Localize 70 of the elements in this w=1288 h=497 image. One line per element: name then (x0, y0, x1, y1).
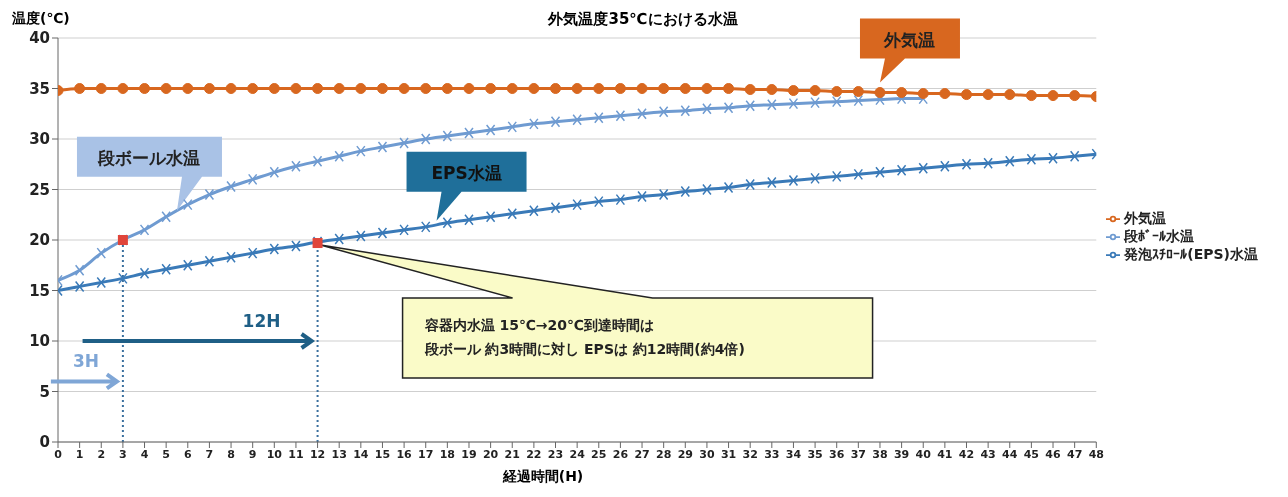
x-tick-label: 12 (309, 447, 326, 461)
x-tick-label: 1 (75, 447, 84, 461)
x-tick-label: 28 (656, 447, 672, 461)
y-tick-label: 15 (29, 281, 50, 300)
x-tick-label: 48 (1088, 447, 1104, 461)
x-tick-label: 44 (1002, 447, 1018, 461)
x-tick-label: 31 (720, 447, 737, 461)
x-tick-label: 33 (764, 447, 780, 461)
x-tick-label: 20 (482, 447, 499, 461)
y-axis-title: 温度(℃) (12, 10, 70, 28)
x-tick-label: 22 (526, 447, 542, 461)
x-tick-label: 43 (980, 447, 996, 461)
x-tick-label: 21 (504, 447, 520, 461)
x-tick-label: 40 (915, 447, 932, 461)
y-tick-label: 35 (29, 79, 50, 98)
x-tick-label: 32 (742, 447, 758, 461)
x-tick-label: 36 (829, 447, 845, 461)
annotation: 段ボール水温 (97, 147, 201, 168)
x-tick-label: 10 (266, 447, 283, 461)
x-tick-label: 41 (937, 447, 953, 461)
x-tick-label: 6 (183, 447, 192, 461)
x-tick-label: 14 (353, 447, 369, 461)
y-tick-label: 25 (29, 180, 50, 199)
x-tick-label: 25 (591, 447, 607, 461)
annotation: 容器内水温 15℃→20℃到達時間は (423, 317, 655, 334)
annotation: 外気温 (883, 29, 936, 50)
x-tick-label: 23 (547, 447, 564, 461)
x-tick-label: 30 (699, 447, 715, 461)
y-tick-label: 10 (29, 332, 50, 351)
x-tick-label: 35 (807, 447, 823, 461)
x-tick-label: 2 (97, 447, 106, 461)
annotation: EPS水温 (431, 162, 502, 183)
x-tick-label: 37 (850, 447, 866, 461)
x-tick-label: 5 (162, 447, 170, 461)
x-axis-title: 経過時間(H) (501, 468, 585, 486)
x-tick-label: 17 (418, 447, 434, 461)
annotation: 段ボール 約3時間に対し EPSは 約12時間(約4倍) (423, 341, 745, 358)
y-tick-label: 40 (29, 29, 50, 48)
x-tick-label: 7 (205, 447, 214, 461)
x-tick-label: 47 (1066, 447, 1083, 461)
x-tick-label: 0 (54, 447, 63, 461)
x-tick-label: 39 (893, 447, 910, 461)
x-tick-label: 18 (439, 447, 456, 461)
x-tick-label: 38 (872, 447, 888, 461)
x-tick-label: 13 (331, 447, 347, 461)
x-tick-label: 3 (119, 447, 127, 461)
x-tick-label: 4 (140, 447, 149, 461)
x-tick-label: 27 (634, 447, 650, 461)
legend-label: 段ﾎﾞｰﾙ水温 (1124, 228, 1195, 244)
x-tick-label: 16 (396, 447, 413, 461)
x-tick-label: 9 (248, 447, 257, 461)
y-tick-label: 5 (39, 382, 50, 401)
legend-label: 発泡ｽﾁﾛｰﾙ(EPS)水温 (1124, 246, 1258, 262)
chart-title: 外気温度35℃における水温 (548, 10, 738, 28)
x-tick-label: 46 (1045, 447, 1062, 461)
x-tick-label: 24 (569, 447, 586, 461)
annotation: 12H (242, 311, 281, 331)
x-tick-label: 15 (374, 447, 391, 461)
x-tick-label: 34 (785, 447, 802, 461)
x-tick-label: 42 (958, 447, 975, 461)
y-tick-label: 30 (29, 130, 50, 149)
annotation: 3H (72, 351, 99, 372)
x-tick-label: 45 (1023, 447, 1040, 461)
x-tick-label: 19 (461, 447, 477, 461)
x-tick-label: 26 (612, 447, 629, 461)
x-tick-label: 8 (227, 447, 235, 461)
legend-label: 外気温 (1124, 210, 1167, 226)
x-tick-label: 11 (288, 447, 304, 461)
y-tick-label: 20 (29, 231, 50, 250)
x-tick-label: 29 (677, 447, 693, 461)
